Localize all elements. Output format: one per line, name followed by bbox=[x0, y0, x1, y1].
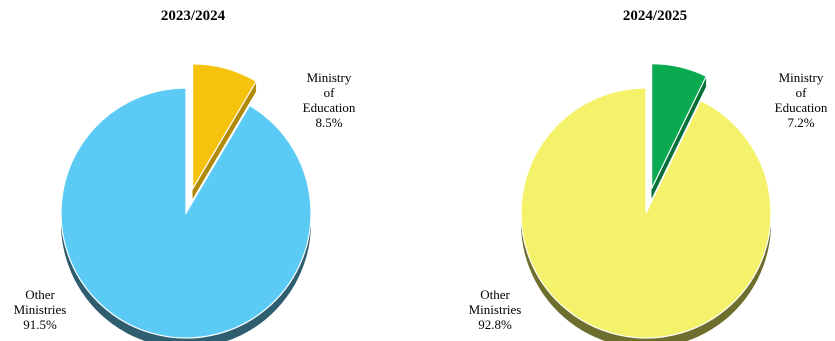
slice-label-other-ministries: Other Ministries 92.8% bbox=[465, 287, 525, 332]
slice-percentage: 91.5% bbox=[23, 317, 57, 332]
slice-label-line: Ministry bbox=[306, 70, 352, 85]
pie-slice-other-ministries bbox=[520, 87, 772, 339]
slice-label-ministry-of-education: Ministry of Education 8.5% bbox=[294, 70, 364, 130]
chart-title: 2023/2024 bbox=[160, 8, 226, 24]
pie-chart-2024-2025: 2024/2025 Ministry of Education 7.2% Oth… bbox=[417, 0, 835, 341]
slice-label-line: Education bbox=[302, 100, 356, 115]
pie-slice-ministry-of-education bbox=[651, 63, 708, 189]
chart-title: 2024/2025 bbox=[622, 8, 688, 24]
slice-label-line: Ministry bbox=[778, 70, 824, 85]
slice-label-line: Ministries bbox=[13, 302, 67, 317]
slice-label-ministry-of-education: Ministry of Education 7.2% bbox=[766, 70, 835, 130]
pie-slice-ministry-of-education bbox=[191, 63, 258, 192]
pie-chart-2023-2024: 2023/2024 Ministry of Education 8.5% Oth… bbox=[0, 0, 417, 341]
slice-label-line: of bbox=[795, 85, 807, 100]
slice-label-line: Other bbox=[480, 287, 510, 302]
slice-percentage: 7.2% bbox=[787, 115, 815, 130]
slice-label-line: Other bbox=[25, 287, 55, 302]
pie-svg bbox=[60, 63, 312, 341]
slice-label-line: Ministries bbox=[468, 302, 522, 317]
pie-slice-other-ministries bbox=[60, 87, 312, 339]
pie-svg bbox=[520, 63, 772, 341]
slice-percentage: 8.5% bbox=[315, 115, 343, 130]
slice-percentage: 92.8% bbox=[478, 317, 512, 332]
slice-label-line: Education bbox=[774, 100, 828, 115]
slice-label-line: of bbox=[323, 85, 335, 100]
slice-label-other-ministries: Other Ministries 91.5% bbox=[10, 287, 70, 332]
